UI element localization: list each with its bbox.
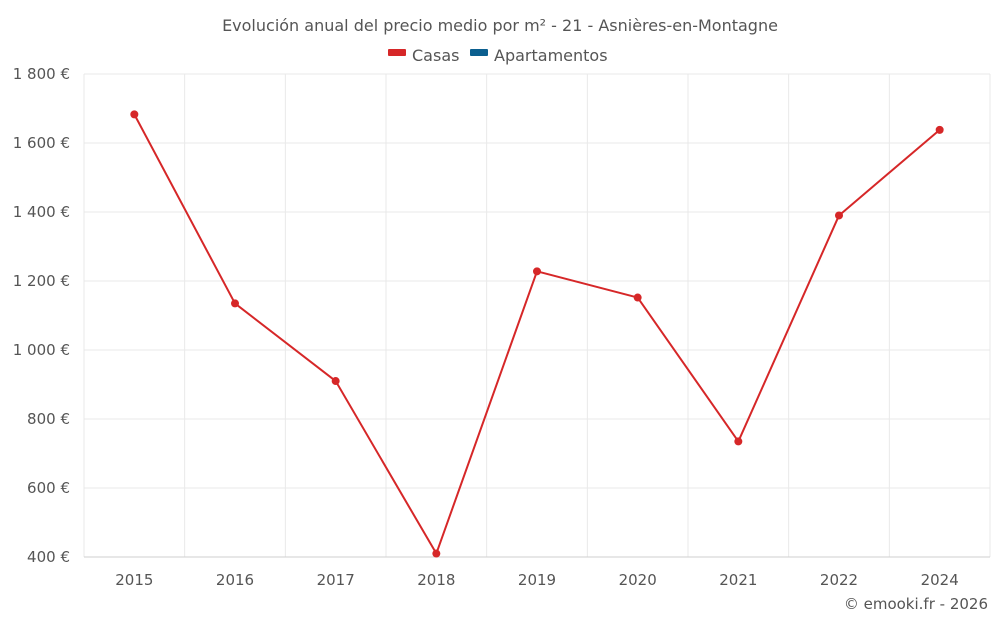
y-tick-label: 400 € bbox=[27, 548, 70, 566]
y-tick-label: 1 200 € bbox=[13, 272, 70, 290]
x-tick-label: 2015 bbox=[115, 571, 153, 589]
x-tick-label: 2018 bbox=[417, 571, 455, 589]
data-point[interactable] bbox=[533, 267, 541, 276]
y-tick-label: 1 400 € bbox=[13, 203, 70, 221]
x-axis: 2015 2016 2017 2018 2019 2020 2021 2022 2024 bbox=[84, 556, 990, 589]
data-point[interactable] bbox=[331, 377, 340, 386]
y-tick-label: 800 € bbox=[27, 410, 70, 428]
x-tick-label: 2024 bbox=[921, 571, 959, 589]
y-axis: 400 € 600 € 800 € 1 000 € 1 200 € 1 400 € 1 60… bbox=[13, 65, 70, 566]
x-tick-label: 2017 bbox=[317, 571, 355, 589]
y-tick-label: 1 000 € bbox=[13, 341, 70, 359]
data-point[interactable] bbox=[633, 293, 642, 302]
data-point[interactable] bbox=[432, 549, 441, 558]
legend-swatch-apartamentos bbox=[470, 49, 488, 56]
y-tick-label: 1 600 € bbox=[13, 134, 70, 152]
x-tick-label: 2021 bbox=[719, 571, 757, 589]
chart-title: Evolución anual del precio medio por m² … bbox=[222, 16, 778, 35]
y-tick-label: 1 800 € bbox=[13, 65, 70, 83]
x-tick-label: 2019 bbox=[518, 571, 556, 589]
data-point[interactable] bbox=[231, 299, 239, 308]
legend-item-casas[interactable]: Casas bbox=[412, 46, 459, 65]
credit-text: © emooki.fr - 2026 bbox=[843, 595, 988, 613]
data-point[interactable] bbox=[835, 211, 843, 220]
grid bbox=[83, 73, 991, 557]
x-tick-label: 2020 bbox=[619, 571, 657, 589]
series bbox=[130, 110, 944, 558]
legend: Casas Apartamentos bbox=[388, 46, 608, 65]
legend-item-apartamentos[interactable]: Apartamentos bbox=[494, 46, 608, 65]
x-tick-label: 2016 bbox=[216, 571, 254, 589]
x-tick-label: 2022 bbox=[820, 571, 858, 589]
data-point[interactable] bbox=[935, 125, 944, 134]
legend-swatch-casas bbox=[388, 49, 406, 56]
y-tick-label: 600 € bbox=[27, 479, 70, 497]
data-point[interactable] bbox=[734, 437, 743, 446]
data-point[interactable] bbox=[130, 110, 139, 119]
